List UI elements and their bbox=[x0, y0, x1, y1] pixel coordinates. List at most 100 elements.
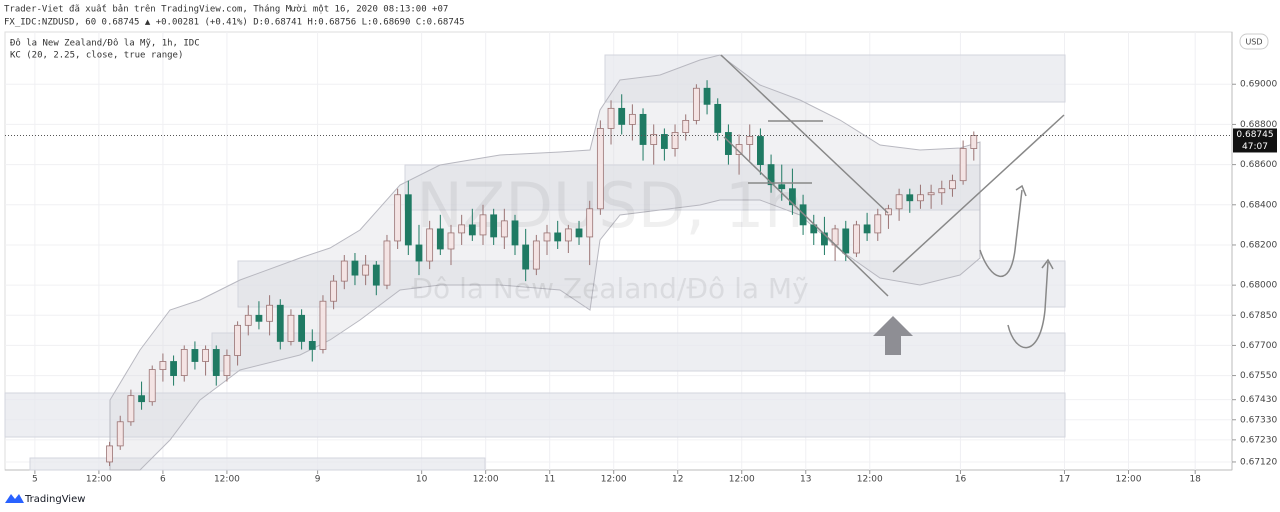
candle-body bbox=[383, 240, 391, 286]
candle-body bbox=[970, 135, 978, 149]
candle-body bbox=[287, 314, 295, 342]
candle-body bbox=[479, 214, 487, 236]
x-tick-label: 16 bbox=[955, 475, 967, 485]
x-tick-label: 12 bbox=[672, 475, 683, 485]
candle-body bbox=[660, 134, 668, 149]
candle-body bbox=[276, 304, 284, 342]
y-tick-label: 0.67430 bbox=[1240, 395, 1277, 405]
candle-body bbox=[671, 132, 679, 149]
x-tick-label: 12:00 bbox=[214, 475, 240, 485]
last-price-label: 0.68745 bbox=[1236, 130, 1273, 140]
candle-body bbox=[821, 232, 828, 246]
x-tick-label: 12:00 bbox=[601, 475, 627, 485]
candle-body bbox=[500, 220, 508, 238]
zone bbox=[4, 392, 1066, 438]
candle-body bbox=[692, 87, 700, 121]
candle-body bbox=[223, 355, 231, 376]
y-tick-label: 0.68000 bbox=[1240, 281, 1277, 291]
candle-body bbox=[319, 300, 327, 350]
y-tick-label: 0.68600 bbox=[1240, 160, 1277, 170]
candle-body bbox=[949, 180, 956, 190]
candle-body bbox=[127, 395, 135, 423]
x-tick-label: 11 bbox=[544, 475, 555, 485]
curve-arrow bbox=[979, 189, 1023, 277]
candle-body bbox=[244, 314, 252, 326]
trend-line bbox=[892, 114, 1065, 273]
x-tick-label: 6 bbox=[160, 475, 166, 485]
candle-body bbox=[586, 208, 594, 238]
watermark-sub: Đô la New Zealand/Đô la Mỹ bbox=[411, 272, 808, 305]
candle-body bbox=[799, 204, 807, 226]
candle-body bbox=[212, 349, 220, 376]
candle-body bbox=[927, 192, 935, 196]
x-tick-label: 12:00 bbox=[86, 475, 112, 485]
symbol-line: FX_IDC:NZDUSD, 60 0.68745 ▲ +0.00281 (+0… bbox=[4, 18, 465, 28]
currency-badge[interactable] bbox=[1239, 33, 1269, 50]
candle-body bbox=[959, 148, 967, 182]
x-tick-label: 12:00 bbox=[857, 475, 883, 485]
trend-line bbox=[723, 136, 889, 297]
candle-body bbox=[340, 260, 348, 282]
candle-body bbox=[778, 184, 786, 190]
candle-body bbox=[298, 314, 306, 342]
candle-body bbox=[746, 136, 754, 145]
candle-body bbox=[266, 304, 274, 322]
zone bbox=[29, 457, 486, 471]
trend-line bbox=[720, 54, 889, 214]
candle-body bbox=[863, 224, 871, 234]
candle-body bbox=[116, 421, 124, 447]
candle-body bbox=[351, 260, 359, 276]
indicator-line: KC (20, 2.25, close, true range) bbox=[10, 51, 183, 61]
candle-body bbox=[191, 349, 199, 362]
zone bbox=[604, 54, 1066, 103]
candle-body bbox=[159, 361, 167, 370]
candle-body bbox=[757, 136, 764, 166]
zone bbox=[211, 332, 1066, 372]
candle-body bbox=[394, 194, 402, 242]
arrow-head bbox=[1015, 184, 1027, 197]
candle-body bbox=[404, 194, 412, 246]
legend-line: Đô la New Zealand/Đô la Mỹ, 1h, IDC bbox=[10, 38, 200, 49]
candle-body bbox=[138, 395, 145, 403]
candle-body bbox=[234, 324, 241, 356]
candle-body bbox=[628, 113, 636, 125]
candle-body bbox=[596, 128, 604, 210]
candle-body bbox=[885, 208, 892, 216]
y-tick-label: 0.69000 bbox=[1240, 80, 1277, 90]
candle-body bbox=[372, 264, 380, 286]
y-tick-label: 0.68200 bbox=[1240, 240, 1277, 250]
currency: USD bbox=[1245, 38, 1262, 47]
candle-body bbox=[789, 188, 796, 206]
candle-body bbox=[511, 220, 519, 246]
drawings bbox=[720, 54, 1065, 349]
arrow-head bbox=[1041, 258, 1054, 270]
candle-body bbox=[917, 194, 924, 202]
x-tick-label: 12:00 bbox=[729, 475, 755, 485]
candle-body bbox=[607, 107, 615, 129]
y-tick-label: 0.67120 bbox=[1240, 457, 1277, 467]
candle-body bbox=[682, 120, 690, 133]
candle-body bbox=[447, 232, 455, 250]
candle-body bbox=[330, 280, 338, 302]
x-tick-label: 5 bbox=[32, 475, 38, 485]
x-tick-label: 10 bbox=[416, 475, 428, 485]
candle-body bbox=[362, 264, 370, 276]
candle-body bbox=[639, 113, 647, 145]
candle-body bbox=[522, 244, 530, 270]
candle-body bbox=[415, 244, 423, 262]
candle-body bbox=[180, 349, 188, 376]
candle-body bbox=[468, 224, 476, 236]
y-tick-label: 0.67700 bbox=[1240, 341, 1277, 351]
x-tick-label: 9 bbox=[315, 475, 321, 485]
candle-body bbox=[543, 232, 551, 242]
candle-body bbox=[714, 103, 722, 133]
x-tick-label: 17 bbox=[1059, 475, 1070, 485]
y-tick-label: 0.68800 bbox=[1240, 120, 1277, 130]
candle-body bbox=[842, 228, 850, 254]
x-tick-label: 12:00 bbox=[473, 475, 499, 485]
candle-body bbox=[853, 224, 860, 254]
header: Trader-Viet đã xuất bản trên TradingView… bbox=[4, 4, 448, 15]
candle-body bbox=[532, 240, 540, 270]
candle-body bbox=[874, 214, 882, 234]
candle-body bbox=[202, 349, 209, 362]
